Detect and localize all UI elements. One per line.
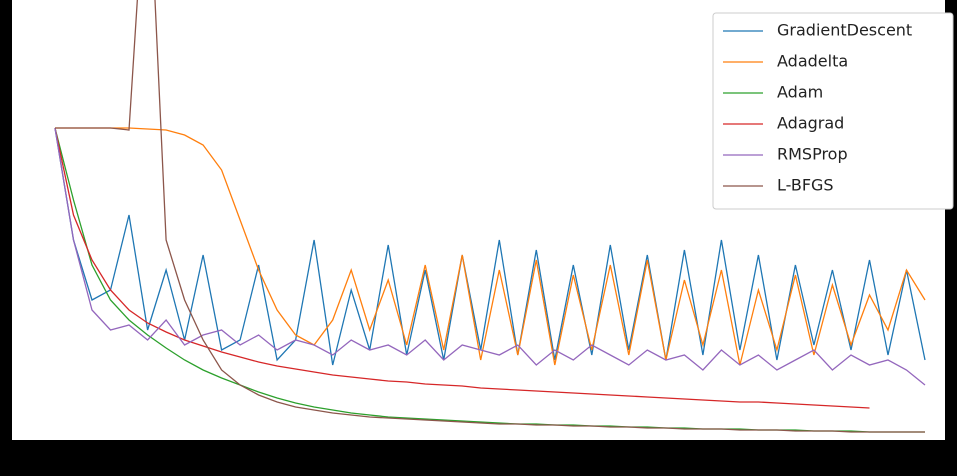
legend-label: RMSProp: [777, 145, 848, 164]
series-line: [54, 127, 926, 386]
legend-label: L-BFGS: [777, 176, 834, 195]
legend-label: Adam: [777, 83, 823, 102]
legend-box: [712, 12, 954, 210]
series-line: [55, 127, 926, 366]
lines: [54, 0, 926, 433]
legend-label: Adagrad: [777, 114, 844, 133]
legend-label: GradientDescent: [777, 21, 912, 40]
legend-label: Adadelta: [777, 52, 848, 71]
series-line: [55, 0, 925, 433]
legend: GradientDescent Adadelta Adam Adagrad RMSPro…: [712, 12, 954, 210]
series-line: [54, 127, 926, 366]
